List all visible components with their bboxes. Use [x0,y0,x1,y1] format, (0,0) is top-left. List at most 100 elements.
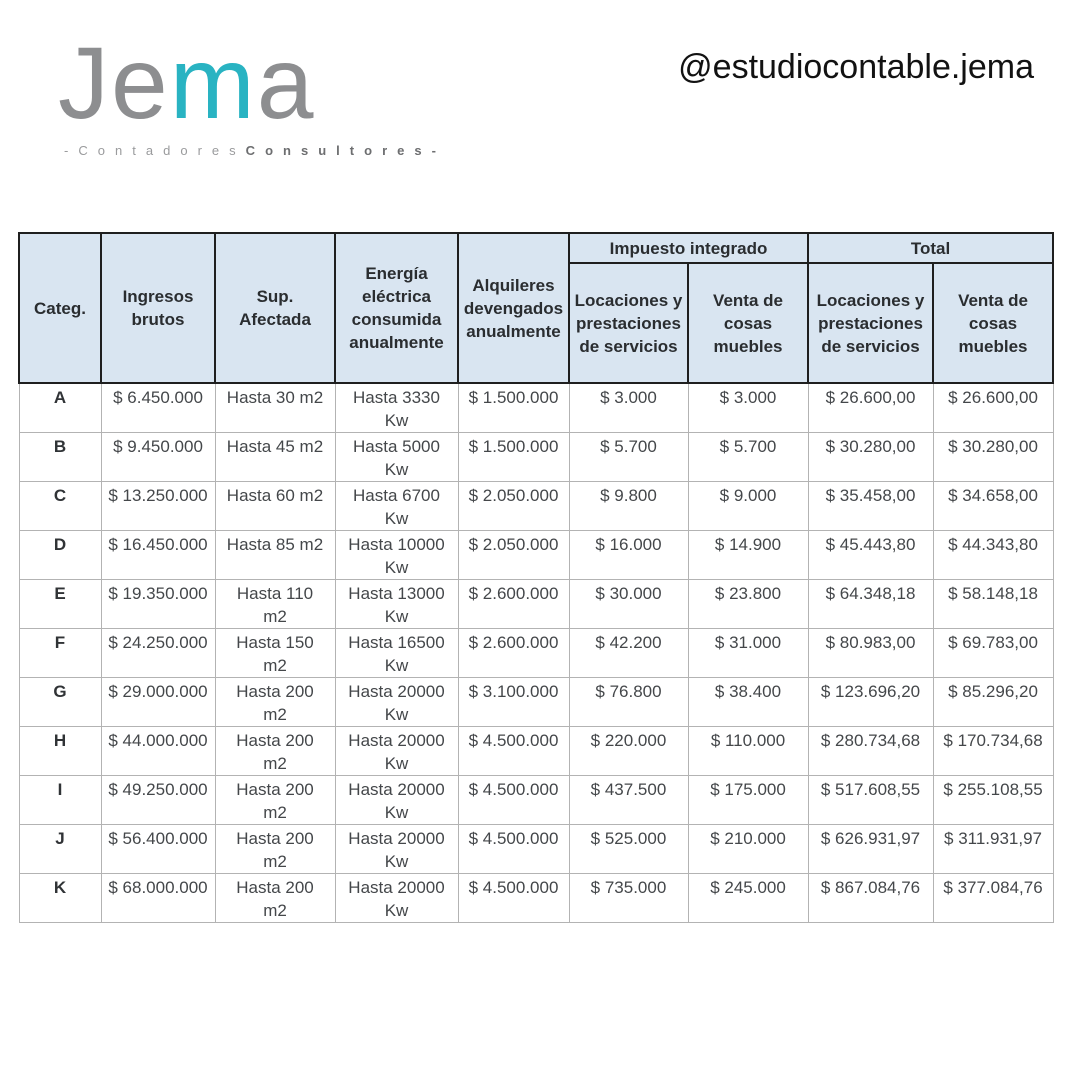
cell-ingresos-brutos: $ 24.250.000 [100,628,216,678]
cell-energia-electrica: Hasta 13000 Kw [334,579,459,629]
tagline-contadores: - C o n t a d o r e s [64,143,246,159]
cell-superficie-afectada: Hasta 200 m2 [214,873,336,923]
col-header-ingresos: Ingresos brutos [100,232,216,384]
cell-total-locaciones: $ 30.280,00 [807,432,934,482]
col-header-categ: Categ. [18,232,102,384]
cell-ingresos-brutos: $ 9.450.000 [100,432,216,482]
cell-energia-electrica: Hasta 6700 Kw [334,481,459,531]
cell-categ: B [18,432,102,482]
cell-superficie-afectada: Hasta 200 m2 [214,677,336,727]
cell-impuesto-venta: $ 14.900 [687,530,809,580]
cell-ingresos-brutos: $ 16.450.000 [100,530,216,580]
cell-superficie-afectada: Hasta 60 m2 [214,481,336,531]
cell-energia-electrica: Hasta 3330 Kw [334,382,459,433]
cell-superficie-afectada: Hasta 200 m2 [214,775,336,825]
cell-total-venta: $ 170.734,68 [932,726,1054,776]
logo-letter-a: a [256,26,316,140]
cell-impuesto-venta: $ 210.000 [687,824,809,874]
table-row: I $ 49.250.000 Hasta 200 m2 Hasta 20000 … [18,775,1054,825]
cell-ingresos-brutos: $ 56.400.000 [100,824,216,874]
cell-impuesto-locaciones: $ 437.500 [568,775,689,825]
cell-categ: A [18,382,102,433]
group-header-impuesto-integrado: Impuesto integrado [567,232,810,264]
cell-energia-electrica: Hasta 16500 Kw [334,628,459,678]
cell-total-locaciones: $ 517.608,55 [807,775,934,825]
cell-total-venta: $ 311.931,97 [932,824,1054,874]
cell-alquileres: $ 3.100.000 [457,677,570,727]
table-row: H $ 44.000.000 Hasta 200 m2 Hasta 20000 … [18,726,1054,776]
cell-total-locaciones: $ 26.600,00 [807,382,934,433]
col-header-alquileres: Alquileres devengados anualmente [457,232,570,384]
cell-ingresos-brutos: $ 29.000.000 [100,677,216,727]
cell-total-venta: $ 377.084,76 [932,873,1054,923]
logo-letter-e: e [111,26,170,140]
cell-total-venta: $ 255.108,55 [932,775,1054,825]
table-row: G $ 29.000.000 Hasta 200 m2 Hasta 20000 … [18,677,1054,727]
cell-energia-electrica: Hasta 20000 Kw [334,775,459,825]
col-header-impuesto-locaciones: Locaciones y prestaciones de servicios [568,262,689,384]
cell-ingresos-brutos: $ 44.000.000 [100,726,216,776]
cell-ingresos-brutos: $ 68.000.000 [100,873,216,923]
cell-total-venta: $ 58.148,18 [932,579,1054,629]
cell-impuesto-locaciones: $ 525.000 [568,824,689,874]
cell-total-venta: $ 34.658,00 [932,481,1054,531]
cell-energia-electrica: Hasta 20000 Kw [334,726,459,776]
cell-impuesto-venta: $ 31.000 [687,628,809,678]
cell-superficie-afectada: Hasta 150 m2 [214,628,336,678]
cell-alquileres: $ 2.050.000 [457,481,570,531]
cell-impuesto-locaciones: $ 16.000 [568,530,689,580]
logo: Jema - C o n t a d o r e s C o n s u l t… [58,29,436,159]
cell-impuesto-venta: $ 23.800 [687,579,809,629]
cell-superficie-afectada: Hasta 45 m2 [214,432,336,482]
cell-energia-electrica: Hasta 20000 Kw [334,824,459,874]
cell-total-locaciones: $ 64.348,18 [807,579,934,629]
cell-superficie-afectada: Hasta 30 m2 [214,382,336,433]
cell-impuesto-venta: $ 110.000 [687,726,809,776]
table-row: J $ 56.400.000 Hasta 200 m2 Hasta 20000 … [18,824,1054,874]
cell-impuesto-locaciones: $ 30.000 [568,579,689,629]
cell-total-locaciones: $ 45.443,80 [807,530,934,580]
col-header-total-venta: Venta de cosas muebles [932,262,1055,384]
cell-categ: I [18,775,102,825]
col-header-total-locaciones: Locaciones y prestaciones de servicios [807,262,935,384]
group-header-total: Total [807,232,1055,264]
cell-energia-electrica: Hasta 20000 Kw [334,677,459,727]
cell-impuesto-venta: $ 38.400 [687,677,809,727]
table-row: F $ 24.250.000 Hasta 150 m2 Hasta 16500 … [18,628,1054,678]
cell-categ: F [18,628,102,678]
table-row: A $ 6.450.000 Hasta 30 m2 Hasta 3330 Kw … [18,382,1054,433]
table-body: A $ 6.450.000 Hasta 30 m2 Hasta 3330 Kw … [18,382,1054,923]
cell-impuesto-locaciones: $ 42.200 [568,628,689,678]
cell-categ: D [18,530,102,580]
cell-total-locaciones: $ 123.696,20 [807,677,934,727]
monotributo-table: Categ. Ingresos brutos Sup. Afectada Ene… [18,232,1055,923]
cell-energia-electrica: Hasta 5000 Kw [334,432,459,482]
cell-alquileres: $ 2.600.000 [457,628,570,678]
table-row: D $ 16.450.000 Hasta 85 m2 Hasta 10000 K… [18,530,1054,580]
cell-total-locaciones: $ 35.458,00 [807,481,934,531]
cell-total-locaciones: $ 80.983,00 [807,628,934,678]
cell-total-locaciones: $ 280.734,68 [807,726,934,776]
cell-total-locaciones: $ 867.084,76 [807,873,934,923]
logo-letter-j: J [58,26,111,140]
cell-impuesto-venta: $ 5.700 [687,432,809,482]
cell-energia-electrica: Hasta 20000 Kw [334,873,459,923]
table-header: Categ. Ingresos brutos Sup. Afectada Ene… [18,232,1055,384]
cell-alquileres: $ 1.500.000 [457,382,570,433]
cell-alquileres: $ 2.050.000 [457,530,570,580]
cell-superficie-afectada: Hasta 110 m2 [214,579,336,629]
cell-total-venta: $ 26.600,00 [932,382,1054,433]
cell-ingresos-brutos: $ 13.250.000 [100,481,216,531]
cell-alquileres: $ 4.500.000 [457,775,570,825]
cell-categ: E [18,579,102,629]
col-header-impuesto-venta: Venta de cosas muebles [686,262,810,384]
table-row: K $ 68.000.000 Hasta 200 m2 Hasta 20000 … [18,873,1054,923]
cell-impuesto-venta: $ 3.000 [687,382,809,433]
cell-impuesto-venta: $ 175.000 [687,775,809,825]
cell-categ: J [18,824,102,874]
cell-alquileres: $ 4.500.000 [457,726,570,776]
instagram-handle: @estudiocontable.jema [678,48,1034,86]
cell-impuesto-venta: $ 245.000 [687,873,809,923]
cell-total-locaciones: $ 626.931,97 [807,824,934,874]
